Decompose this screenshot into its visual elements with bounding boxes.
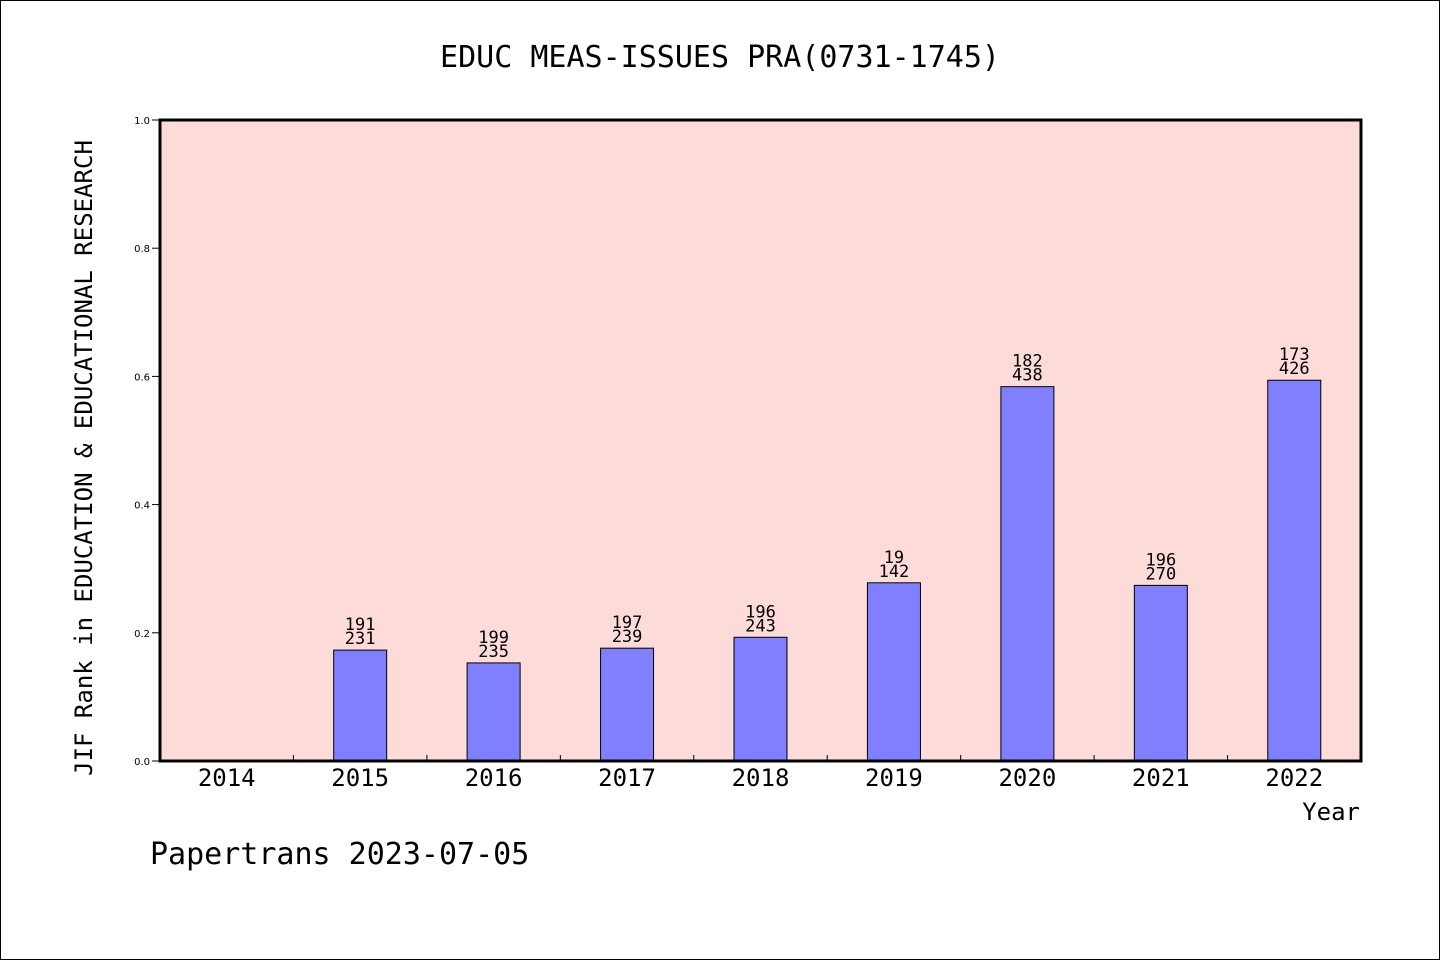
y-tick-label: 0.8 (134, 244, 150, 255)
bar-label-bottom: 426 (1279, 359, 1310, 379)
y-tick-label: 0.0 (134, 757, 150, 768)
x-tick-label: 2019 (865, 764, 923, 792)
y-axis: 0.0 0.2 0.4 0.6 0.8 1.0 (134, 116, 160, 768)
x-tick-label: 2015 (331, 764, 389, 792)
bar-label-bottom: 239 (612, 627, 643, 647)
bar-label-bottom: 243 (745, 616, 776, 636)
plot-border (158, 118, 1363, 763)
bar-2020 (1000, 386, 1055, 762)
y-tick-label: 0.2 (134, 629, 150, 640)
bar-label-bottom: 142 (879, 562, 910, 582)
bar-2019 (866, 582, 921, 762)
bar-2022 (1267, 379, 1322, 762)
bar-label-top: 197 (612, 613, 643, 633)
x-tick-label: 2018 (732, 764, 790, 792)
bar-2021 (1133, 584, 1188, 762)
x-axis-label: Year (1302, 798, 1360, 826)
bar-label-bottom: 235 (478, 642, 509, 662)
bar-label-bottom: 270 (1145, 564, 1176, 584)
x-tick-label: 2016 (465, 764, 523, 792)
x-tick-label: 2021 (1132, 764, 1190, 792)
x-tick-label: 2022 (1265, 764, 1323, 792)
bar-2017 (600, 647, 655, 762)
y-tick-label: 1.0 (134, 116, 150, 127)
bar-label-top: 19 (884, 548, 904, 568)
bar-label-top: 182 (1012, 352, 1043, 372)
bar-label-top: 196 (1145, 550, 1176, 570)
x-tick-label: 2020 (998, 764, 1056, 792)
bar-label-top: 199 (478, 628, 509, 648)
bar-label-top: 191 (345, 615, 376, 635)
bar-2018 (733, 636, 788, 762)
footer-text: Papertrans 2023-07-05 (150, 837, 529, 872)
bar-label-bottom: 231 (345, 629, 376, 649)
x-tick-label: 2014 (198, 764, 256, 792)
x-axis: 2014 2015 2016 2017 2018 2019 2020 2021 2022 (198, 755, 1323, 792)
bar-label-top: 196 (745, 602, 776, 622)
y-tick-label: 0.6 (134, 372, 150, 383)
bar-label-top: 173 (1279, 345, 1310, 365)
bar-label-bottom: 438 (1012, 366, 1043, 386)
bar-2016 (466, 662, 521, 762)
y-tick-label: 0.4 (134, 501, 150, 512)
y-axis-label: JIF Rank in EDUCATION & EDUCATIONAL RESE… (70, 140, 98, 776)
bar-2015 (333, 649, 388, 762)
chart-title: EDUC MEAS-ISSUES PRA(0731-1745) (440, 40, 1000, 75)
bars (333, 379, 1322, 762)
x-tick-label: 2017 (598, 764, 656, 792)
